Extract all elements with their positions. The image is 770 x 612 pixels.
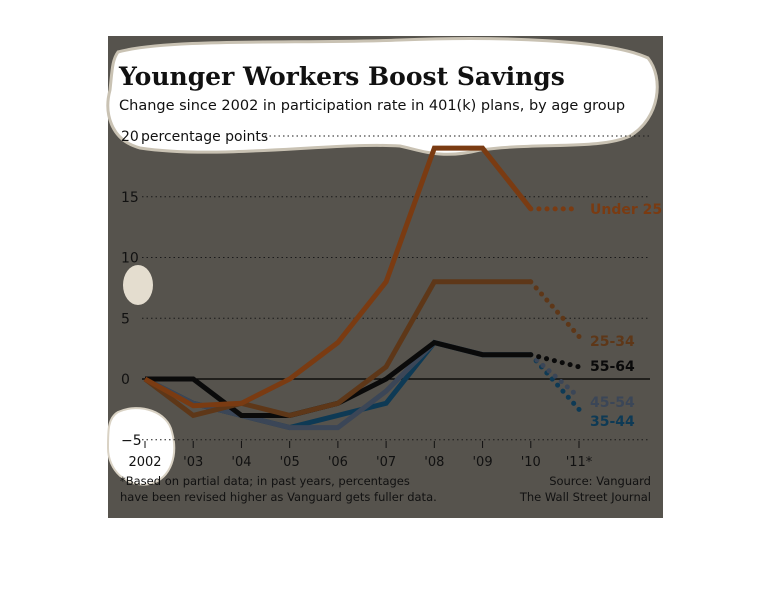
series-line-under-25	[143, 145, 533, 409]
highlight-blob-left	[123, 265, 153, 305]
x-axis: 2002 '03 '04 '05 '06 '07 '08 '09 '10 '11*	[128, 441, 593, 470]
highlight-blob-bottom	[106, 407, 176, 486]
y-tick-label: 0	[121, 372, 130, 388]
title-highlight	[106, 37, 659, 156]
y-tick-label: 15	[121, 190, 139, 206]
y-tick-label: 20	[121, 129, 139, 145]
x-tick-label: '07	[376, 455, 396, 470]
x-tick-label: '03	[183, 455, 203, 470]
y-axis-unit-label: percentage points	[141, 129, 268, 145]
series-partial-55-64	[528, 352, 582, 370]
x-tick-label: '06	[328, 455, 348, 470]
series-label-35-44: 35-44	[590, 414, 635, 430]
chart-subtitle: Change since 2002 in participation rate …	[119, 98, 625, 114]
y-axis-tick-labels: 20 15 10 5 0 −5	[121, 129, 142, 449]
x-tick-label: '05	[280, 455, 300, 470]
x-tick-label: '11*	[566, 455, 593, 470]
series-label-under-25: Under 25	[590, 202, 662, 218]
source-line-1: Source: Vanguard	[549, 474, 651, 488]
x-tick-label: '04	[231, 455, 251, 470]
footnote-line-1: *Based on partial data; in past years, p…	[120, 474, 410, 488]
y-tick-label: 5	[121, 311, 130, 327]
y-tick-label: −5	[121, 433, 142, 449]
series-label-55-64: 55-64	[590, 359, 635, 375]
series-partial-45-54	[528, 352, 582, 400]
x-tick-label: '08	[424, 455, 444, 470]
y-tick-label: 10	[121, 251, 139, 267]
series-line-25-34	[143, 279, 531, 419]
chart-title: Younger Workers Boost Savings	[118, 62, 565, 91]
x-tick-label: '10	[521, 455, 541, 470]
footnote-line-2: have been revised higher as Vanguard get…	[120, 490, 437, 504]
series-label-45-54: 45-54	[590, 395, 635, 411]
series-lines	[143, 145, 582, 431]
series-label-25-34: 25-34	[590, 334, 635, 350]
series-labels: Under 25 25-34 55-64 45-54 35-44	[590, 202, 662, 430]
x-tick-label: 2002	[128, 455, 161, 470]
x-tick-label: '09	[472, 455, 492, 470]
source-line-2: The Wall Street Journal	[519, 490, 651, 504]
